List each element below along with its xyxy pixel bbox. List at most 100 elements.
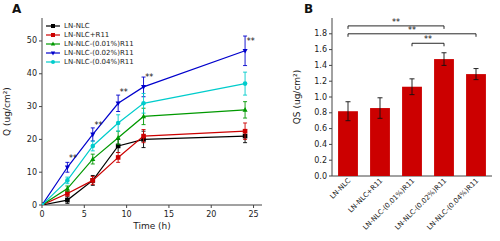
- x-tick-label: 15: [164, 210, 174, 219]
- y-tick-label: 0.6: [314, 124, 327, 133]
- error-bar: [91, 141, 95, 151]
- error-bar: [346, 102, 351, 121]
- error-bar: [91, 175, 95, 185]
- error-bar: [243, 102, 247, 118]
- y-tick: [39, 205, 42, 206]
- y-tick: [39, 106, 42, 107]
- data-point: [116, 135, 121, 140]
- data-point: [90, 178, 95, 183]
- error-bar: [116, 153, 120, 163]
- series: [42, 123, 247, 205]
- data-point: [90, 178, 95, 183]
- y-tick-label: 1.2: [314, 77, 327, 86]
- data-point: [65, 198, 70, 203]
- x-tick-label: LN-NLC-(0.02%)R11: [393, 177, 448, 232]
- error-bar: [65, 186, 69, 191]
- x-tick: [126, 205, 127, 208]
- x-axis-line: [42, 205, 262, 206]
- error-bar: [116, 131, 120, 144]
- y-tick: [329, 176, 332, 177]
- annotation: **: [94, 121, 102, 130]
- data-point: [141, 114, 146, 119]
- x-axis: 0510152025Time (h): [39, 205, 262, 231]
- legend-marker: [51, 60, 55, 64]
- y-tick-label: 0.4: [314, 140, 327, 149]
- error-bar: [116, 115, 120, 131]
- chart-root: A0510152025Time (h)01020304050Q (ug/cm²)…: [0, 0, 500, 241]
- y-tick-label: 0: [32, 201, 37, 210]
- y-tick-label: 20: [27, 135, 37, 144]
- title: A: [12, 2, 22, 16]
- legend-label: LN-NLC: [64, 22, 90, 30]
- x-tick: [168, 205, 169, 208]
- series-line: [42, 84, 245, 205]
- y-tick: [329, 97, 332, 98]
- data-point: [42, 203, 44, 205]
- data-point: [116, 155, 121, 160]
- legend-label: LN-NLC-(0.02%)R11: [64, 49, 134, 57]
- bar: [466, 74, 486, 176]
- bar: [434, 59, 454, 176]
- legend-marker: [51, 24, 55, 28]
- significance-brackets: ******: [348, 18, 476, 46]
- y-tick-label: 0.8: [314, 108, 327, 117]
- y-tick-label: 1.6: [314, 45, 327, 54]
- y-tick: [39, 172, 42, 173]
- y-tick: [329, 49, 332, 50]
- series: [42, 130, 247, 205]
- legend-marker: [51, 51, 55, 55]
- data-point: [65, 186, 70, 191]
- x-axis-title: Time (h): [132, 221, 171, 231]
- y-tick-label: 30: [27, 102, 37, 111]
- y-tick: [39, 139, 42, 140]
- x-tick-label: 20: [206, 210, 216, 219]
- bracket-label: **: [408, 26, 416, 35]
- data-point: [141, 101, 146, 106]
- legend-label: LN-NLC+R11: [64, 31, 109, 39]
- data-point: [141, 85, 146, 90]
- legend-marker: [51, 42, 55, 46]
- error-bar: [378, 98, 383, 119]
- data-point: [243, 81, 248, 86]
- x-tick-label: LN-NLC-(0.04%)R11: [425, 177, 480, 232]
- data-point: [65, 165, 70, 170]
- y-axis: 0.00.20.40.60.81.01.21.41.61.8QS (ug/cm²…: [292, 18, 332, 181]
- y-axis: 01020304050Q (ug/cm²): [2, 18, 42, 210]
- y-tick-label: 10: [27, 168, 37, 177]
- legend-marker: [51, 33, 55, 37]
- y-tick: [329, 33, 332, 34]
- y-tick: [39, 73, 42, 74]
- x-tick: [211, 205, 212, 208]
- data-point: [65, 178, 70, 183]
- error-bar: [65, 197, 69, 204]
- y-tick-label: 50: [27, 36, 37, 45]
- series-line: [42, 51, 245, 205]
- error-bar: [243, 123, 247, 139]
- y-axis-line: [42, 18, 43, 205]
- annotation: **: [145, 73, 153, 82]
- error-bar: [65, 191, 69, 196]
- legend-label: LN-NLC-(0.01%)R11: [64, 40, 134, 48]
- y-tick: [329, 160, 332, 161]
- y-tick-label: 0.0: [314, 172, 327, 181]
- y-axis-title: Q (ug/cm²): [2, 87, 12, 136]
- data-point: [90, 133, 95, 138]
- x-tick-label: 10: [122, 210, 132, 219]
- data-point: [243, 129, 248, 134]
- y-tick-label: 1.0: [314, 93, 327, 102]
- data-point: [243, 107, 248, 112]
- annotation: **: [69, 154, 77, 163]
- annotation: **: [120, 88, 128, 97]
- x-tick: [84, 205, 85, 208]
- data-point: [65, 191, 70, 196]
- error-bar: [142, 130, 146, 143]
- y-axis-title: QS (ug/cm²): [292, 70, 302, 124]
- series: [42, 72, 247, 205]
- y-tick: [329, 112, 332, 113]
- error-bar: [91, 154, 95, 164]
- data-point: [141, 134, 146, 139]
- error-bar: [65, 177, 69, 184]
- error-bar: [442, 53, 447, 66]
- bracket-label: **: [424, 35, 432, 44]
- y-tick: [329, 144, 332, 145]
